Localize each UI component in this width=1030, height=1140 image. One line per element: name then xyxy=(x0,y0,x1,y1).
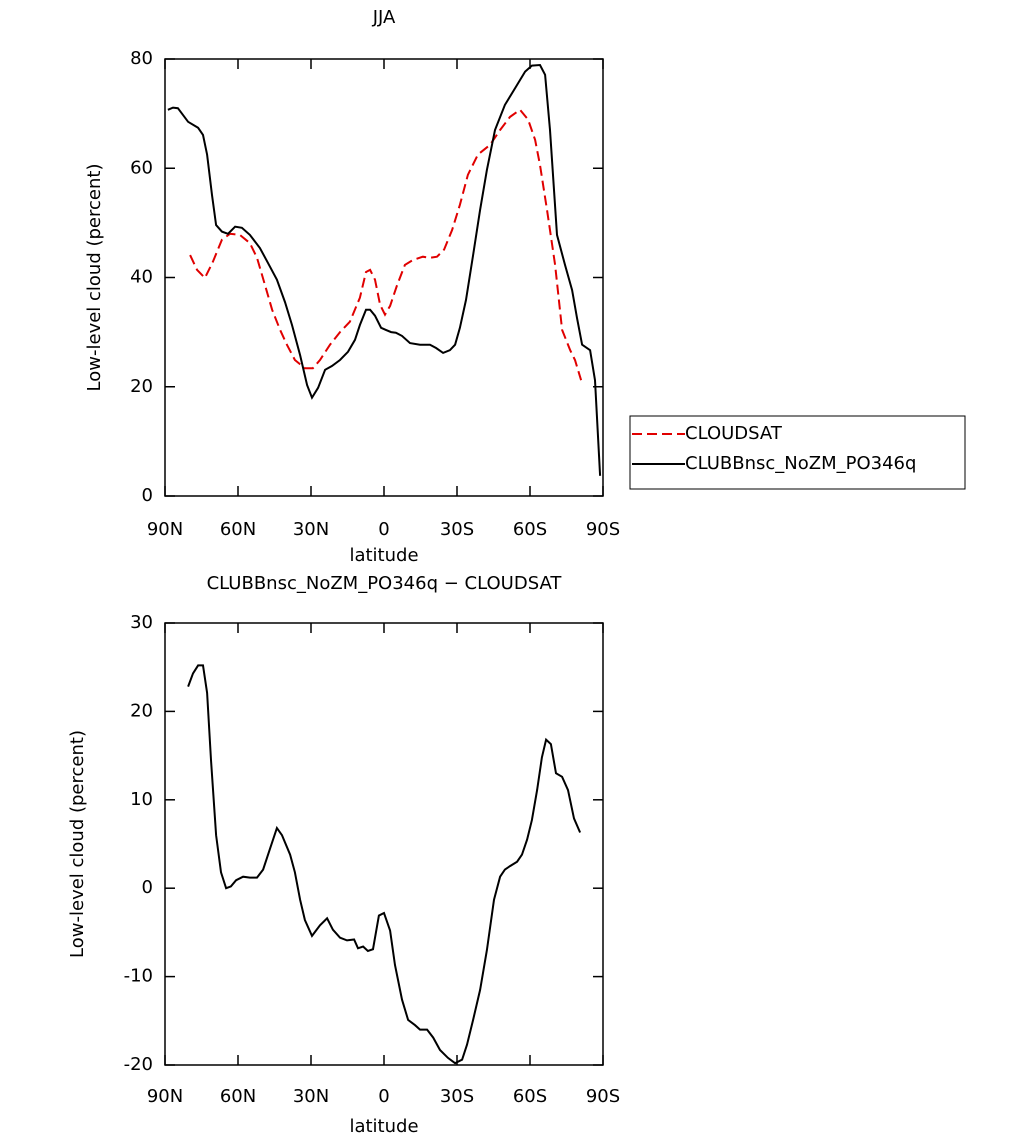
y-tick-label: 40 xyxy=(130,267,153,288)
y-axis-label: Low-level cloud (percent) xyxy=(67,730,88,958)
x-axis-label: latitude xyxy=(349,545,418,566)
x-tick-label: 90S xyxy=(586,519,620,540)
x-tick-label: 60N xyxy=(220,519,256,540)
legend-frame xyxy=(629,415,966,490)
x-tick-label: 30N xyxy=(293,1086,329,1107)
y-tick-label: 20 xyxy=(130,376,153,397)
y-tick-label: 60 xyxy=(130,157,153,178)
y-tick-label: 30 xyxy=(130,612,153,633)
plot-frame xyxy=(164,58,604,497)
x-tick-label: 30N xyxy=(293,519,329,540)
data-line xyxy=(189,108,583,381)
legend-label: CLOUDSAT xyxy=(685,423,783,444)
x-tick-label: 30S xyxy=(440,1086,474,1107)
x-tick-label: 60N xyxy=(220,1086,256,1107)
chart-title: JJA xyxy=(372,7,396,28)
x-tick-label: 30S xyxy=(440,519,474,540)
y-tick-label: -10 xyxy=(124,966,153,987)
plot-frame xyxy=(164,622,604,1066)
x-tick-label: 90N xyxy=(147,519,183,540)
x-tick-label: 0 xyxy=(378,519,389,540)
y-tick-label: -20 xyxy=(124,1054,153,1075)
x-tick-label: 60S xyxy=(513,519,547,540)
y-axis-label: Low-level cloud (percent) xyxy=(84,164,105,392)
legend-label: CLUBBnsc_NoZM_PO346q xyxy=(685,453,916,474)
y-tick-label: 0 xyxy=(142,877,153,898)
x-axis-label: latitude xyxy=(349,1116,418,1137)
x-tick-label: 90S xyxy=(586,1086,620,1107)
data-line xyxy=(187,664,582,1065)
x-tick-label: 0 xyxy=(378,1086,389,1107)
chart-title: CLUBBnsc_NoZM_PO346q − CLOUDSAT xyxy=(207,573,563,594)
y-tick-label: 80 xyxy=(130,48,153,69)
y-tick-label: 20 xyxy=(130,700,153,721)
data-line xyxy=(167,63,602,476)
y-tick-label: 10 xyxy=(130,789,153,810)
x-tick-label: 60S xyxy=(513,1086,547,1107)
x-tick-label: 90N xyxy=(147,1086,183,1107)
y-tick-label: 0 xyxy=(142,485,153,506)
